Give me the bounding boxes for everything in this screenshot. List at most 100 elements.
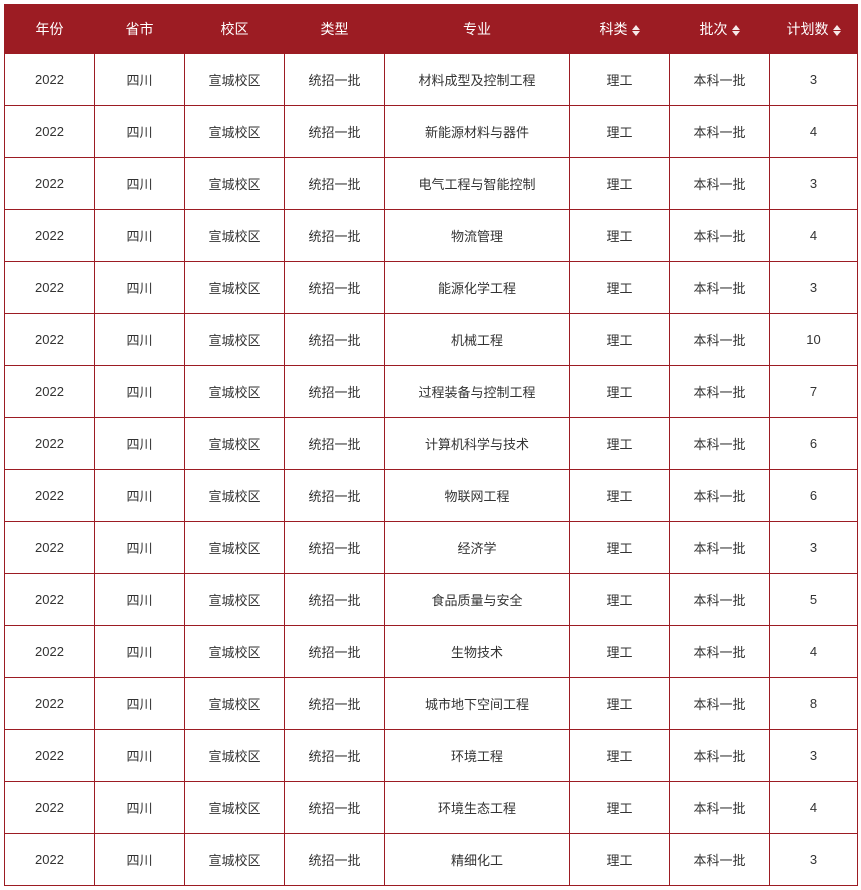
cell-major: 环境工程: [385, 730, 570, 782]
cell-year: 2022: [5, 262, 95, 314]
table-row: 2022四川宣城校区统招一批物流管理理工本科一批4: [5, 210, 858, 262]
cell-batch: 本科一批: [670, 626, 770, 678]
sort-icon[interactable]: [632, 25, 640, 36]
cell-major: 生物技术: [385, 626, 570, 678]
cell-batch: 本科一批: [670, 262, 770, 314]
cell-campus: 宣城校区: [185, 574, 285, 626]
cell-subject: 理工: [570, 418, 670, 470]
table-header-row: 年份省市校区类型专业科类批次计划数: [5, 5, 858, 54]
cell-type: 统招一批: [285, 574, 385, 626]
cell-year: 2022: [5, 470, 95, 522]
sort-icon[interactable]: [732, 25, 740, 36]
cell-count: 5: [770, 574, 858, 626]
cell-batch: 本科一批: [670, 834, 770, 886]
cell-year: 2022: [5, 54, 95, 106]
cell-major: 新能源材料与器件: [385, 106, 570, 158]
table-row: 2022四川宣城校区统招一批城市地下空间工程理工本科一批8: [5, 678, 858, 730]
cell-count: 3: [770, 730, 858, 782]
table-row: 2022四川宣城校区统招一批环境工程理工本科一批3: [5, 730, 858, 782]
cell-major: 电气工程与智能控制: [385, 158, 570, 210]
header-subject[interactable]: 科类: [570, 5, 670, 54]
table-row: 2022四川宣城校区统招一批电气工程与智能控制理工本科一批3: [5, 158, 858, 210]
cell-major: 计算机科学与技术: [385, 418, 570, 470]
table-row: 2022四川宣城校区统招一批过程装备与控制工程理工本科一批7: [5, 366, 858, 418]
cell-type: 统招一批: [285, 678, 385, 730]
cell-campus: 宣城校区: [185, 366, 285, 418]
cell-campus: 宣城校区: [185, 314, 285, 366]
cell-batch: 本科一批: [670, 574, 770, 626]
cell-type: 统招一批: [285, 782, 385, 834]
cell-province: 四川: [95, 782, 185, 834]
cell-year: 2022: [5, 366, 95, 418]
cell-count: 8: [770, 678, 858, 730]
table-row: 2022四川宣城校区统招一批环境生态工程理工本科一批4: [5, 782, 858, 834]
cell-count: 6: [770, 418, 858, 470]
cell-count: 4: [770, 626, 858, 678]
cell-subject: 理工: [570, 158, 670, 210]
cell-campus: 宣城校区: [185, 522, 285, 574]
header-label-campus: 校区: [221, 21, 249, 37]
cell-type: 统招一批: [285, 522, 385, 574]
sort-down-icon: [833, 31, 841, 36]
header-label-count: 计划数: [787, 21, 829, 37]
table-row: 2022四川宣城校区统招一批经济学理工本科一批3: [5, 522, 858, 574]
cell-count: 3: [770, 522, 858, 574]
cell-batch: 本科一批: [670, 210, 770, 262]
cell-type: 统招一批: [285, 106, 385, 158]
sort-icon[interactable]: [833, 25, 841, 36]
cell-subject: 理工: [570, 574, 670, 626]
cell-count: 4: [770, 210, 858, 262]
cell-year: 2022: [5, 106, 95, 158]
cell-count: 3: [770, 262, 858, 314]
header-label-major: 专业: [463, 21, 491, 37]
cell-type: 统招一批: [285, 262, 385, 314]
cell-province: 四川: [95, 678, 185, 730]
header-label-province: 省市: [126, 21, 154, 37]
header-campus: 校区: [185, 5, 285, 54]
cell-batch: 本科一批: [670, 54, 770, 106]
sort-down-icon: [632, 31, 640, 36]
cell-year: 2022: [5, 678, 95, 730]
cell-count: 6: [770, 470, 858, 522]
cell-campus: 宣城校区: [185, 678, 285, 730]
cell-subject: 理工: [570, 366, 670, 418]
cell-count: 3: [770, 834, 858, 886]
cell-type: 统招一批: [285, 418, 385, 470]
cell-subject: 理工: [570, 106, 670, 158]
cell-province: 四川: [95, 314, 185, 366]
header-major: 专业: [385, 5, 570, 54]
cell-campus: 宣城校区: [185, 834, 285, 886]
cell-subject: 理工: [570, 54, 670, 106]
cell-batch: 本科一批: [670, 106, 770, 158]
cell-count: 10: [770, 314, 858, 366]
cell-campus: 宣城校区: [185, 730, 285, 782]
cell-province: 四川: [95, 574, 185, 626]
cell-type: 统招一批: [285, 470, 385, 522]
cell-major: 物流管理: [385, 210, 570, 262]
cell-subject: 理工: [570, 210, 670, 262]
cell-type: 统招一批: [285, 834, 385, 886]
header-year: 年份: [5, 5, 95, 54]
cell-major: 经济学: [385, 522, 570, 574]
table-body: 2022四川宣城校区统招一批材料成型及控制工程理工本科一批32022四川宣城校区…: [5, 54, 858, 886]
header-batch[interactable]: 批次: [670, 5, 770, 54]
cell-subject: 理工: [570, 678, 670, 730]
cell-count: 3: [770, 54, 858, 106]
cell-year: 2022: [5, 626, 95, 678]
cell-subject: 理工: [570, 730, 670, 782]
cell-subject: 理工: [570, 834, 670, 886]
cell-province: 四川: [95, 54, 185, 106]
cell-province: 四川: [95, 106, 185, 158]
cell-province: 四川: [95, 366, 185, 418]
cell-province: 四川: [95, 626, 185, 678]
cell-major: 能源化学工程: [385, 262, 570, 314]
cell-year: 2022: [5, 158, 95, 210]
cell-batch: 本科一批: [670, 522, 770, 574]
sort-down-icon: [732, 31, 740, 36]
header-label-year: 年份: [36, 21, 64, 37]
header-label-batch: 批次: [700, 21, 728, 37]
table-row: 2022四川宣城校区统招一批食品质量与安全理工本科一批5: [5, 574, 858, 626]
cell-major: 环境生态工程: [385, 782, 570, 834]
cell-campus: 宣城校区: [185, 106, 285, 158]
header-count[interactable]: 计划数: [770, 5, 858, 54]
